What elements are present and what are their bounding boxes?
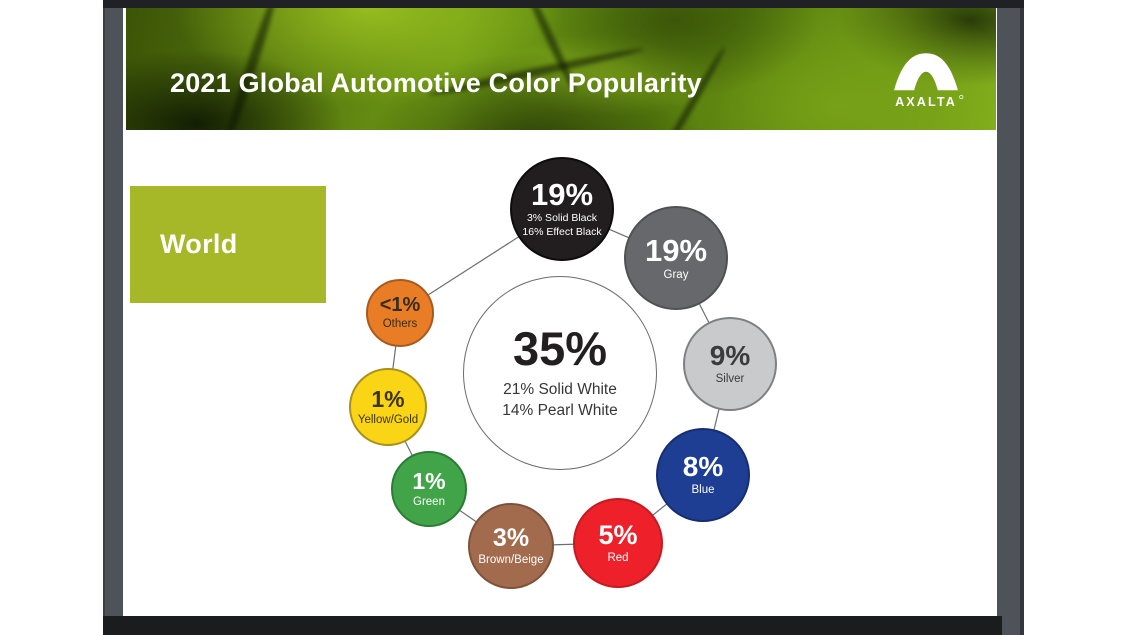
bubble-green: 1% Green	[391, 451, 467, 527]
bubble-brown-beige: 3% Brown/Beige	[468, 503, 554, 589]
bubble-silver: 9% Silver	[683, 317, 777, 411]
bubble-detail: 16% Effect Black	[522, 225, 602, 238]
bubble-value: 8%	[682, 451, 724, 483]
bubble-value: 19%	[644, 232, 708, 268]
axalta-logo-text: AXALTA	[895, 95, 957, 109]
bubble-value: 9%	[709, 340, 751, 372]
bubble-others: <1% Others	[366, 279, 434, 347]
bubble-gray: 19% Gray	[624, 206, 728, 310]
bubble-label: Yellow/Gold	[357, 413, 419, 426]
region-label: World	[160, 229, 238, 259]
bubble-blue: 8% Blue	[656, 428, 750, 522]
bubble-label: Others	[382, 318, 418, 331]
bubble-label: Green	[413, 495, 445, 508]
bubble-yellow-gold: 1% Yellow/Gold	[349, 368, 427, 446]
region-tag: World	[130, 186, 326, 303]
bubble-label: Brown/Beige	[478, 553, 544, 566]
bubble-value: <1%	[379, 294, 421, 317]
bubble-value: 19%	[530, 176, 594, 212]
viewer-bottom-bar	[103, 616, 1002, 635]
bubble-detail: 14% Pearl White	[502, 401, 618, 419]
bubble-detail: 3% Solid Black	[526, 211, 598, 224]
bubble-label: Blue	[691, 484, 715, 497]
bubble-value: 35%	[512, 321, 608, 375]
page-title: 2021 Global Automotive Color Popularity	[170, 68, 702, 98]
bubble-value: 1%	[412, 467, 446, 494]
bubble-label: Silver	[715, 373, 745, 386]
bubble-label: Gray	[663, 268, 689, 281]
bubble-detail: 21% Solid White	[503, 380, 617, 398]
axalta-logo: AXALTA	[894, 53, 964, 109]
bubble-value: 3%	[492, 523, 530, 552]
bubble-value: 5%	[598, 519, 638, 550]
viewer-top-bar	[103, 0, 1024, 8]
bubble-value: 1%	[371, 385, 405, 412]
bubble-white-center: 35% 21% Solid White 14% Pearl White	[463, 276, 657, 470]
bubble-label: Red	[607, 551, 629, 564]
header-banner-image: 2021 Global Automotive Color Popularity …	[126, 8, 996, 130]
viewer-frame-edge	[1020, 0, 1024, 635]
bubble-black: 19% 3% Solid Black 16% Effect Black	[510, 157, 614, 261]
bubble-red: 5% Red	[573, 498, 663, 588]
